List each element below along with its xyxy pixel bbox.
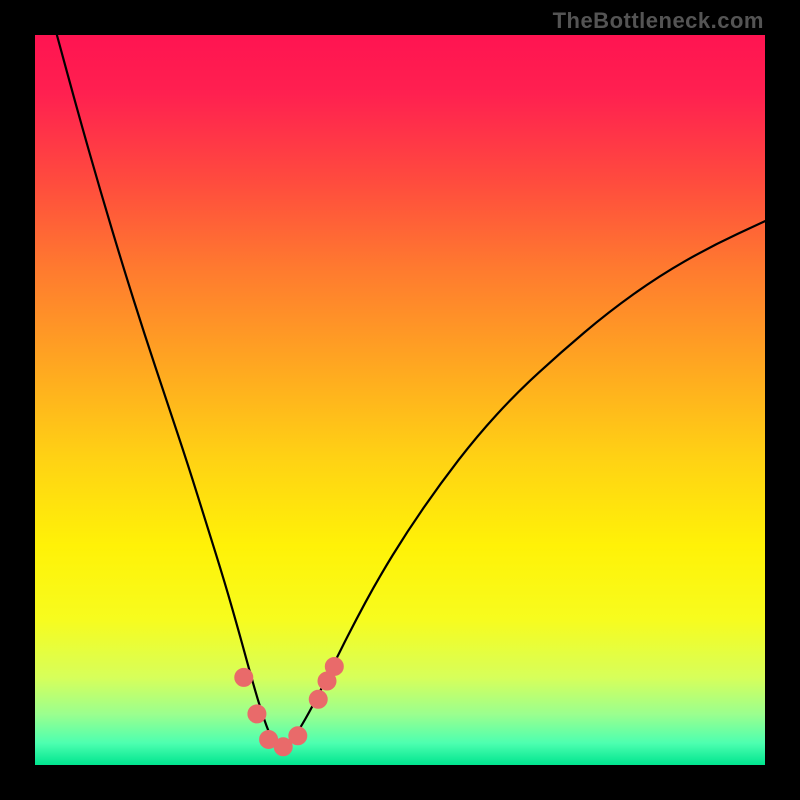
- curve-marker: [325, 657, 343, 675]
- chart-svg: [0, 0, 800, 800]
- bottleneck-curve: [57, 35, 765, 749]
- curve-marker: [309, 690, 327, 708]
- curve-marker: [248, 705, 266, 723]
- curve-marker: [289, 727, 307, 745]
- curve-marker: [235, 668, 253, 686]
- curve-markers: [235, 657, 344, 755]
- curve-marker: [274, 738, 292, 756]
